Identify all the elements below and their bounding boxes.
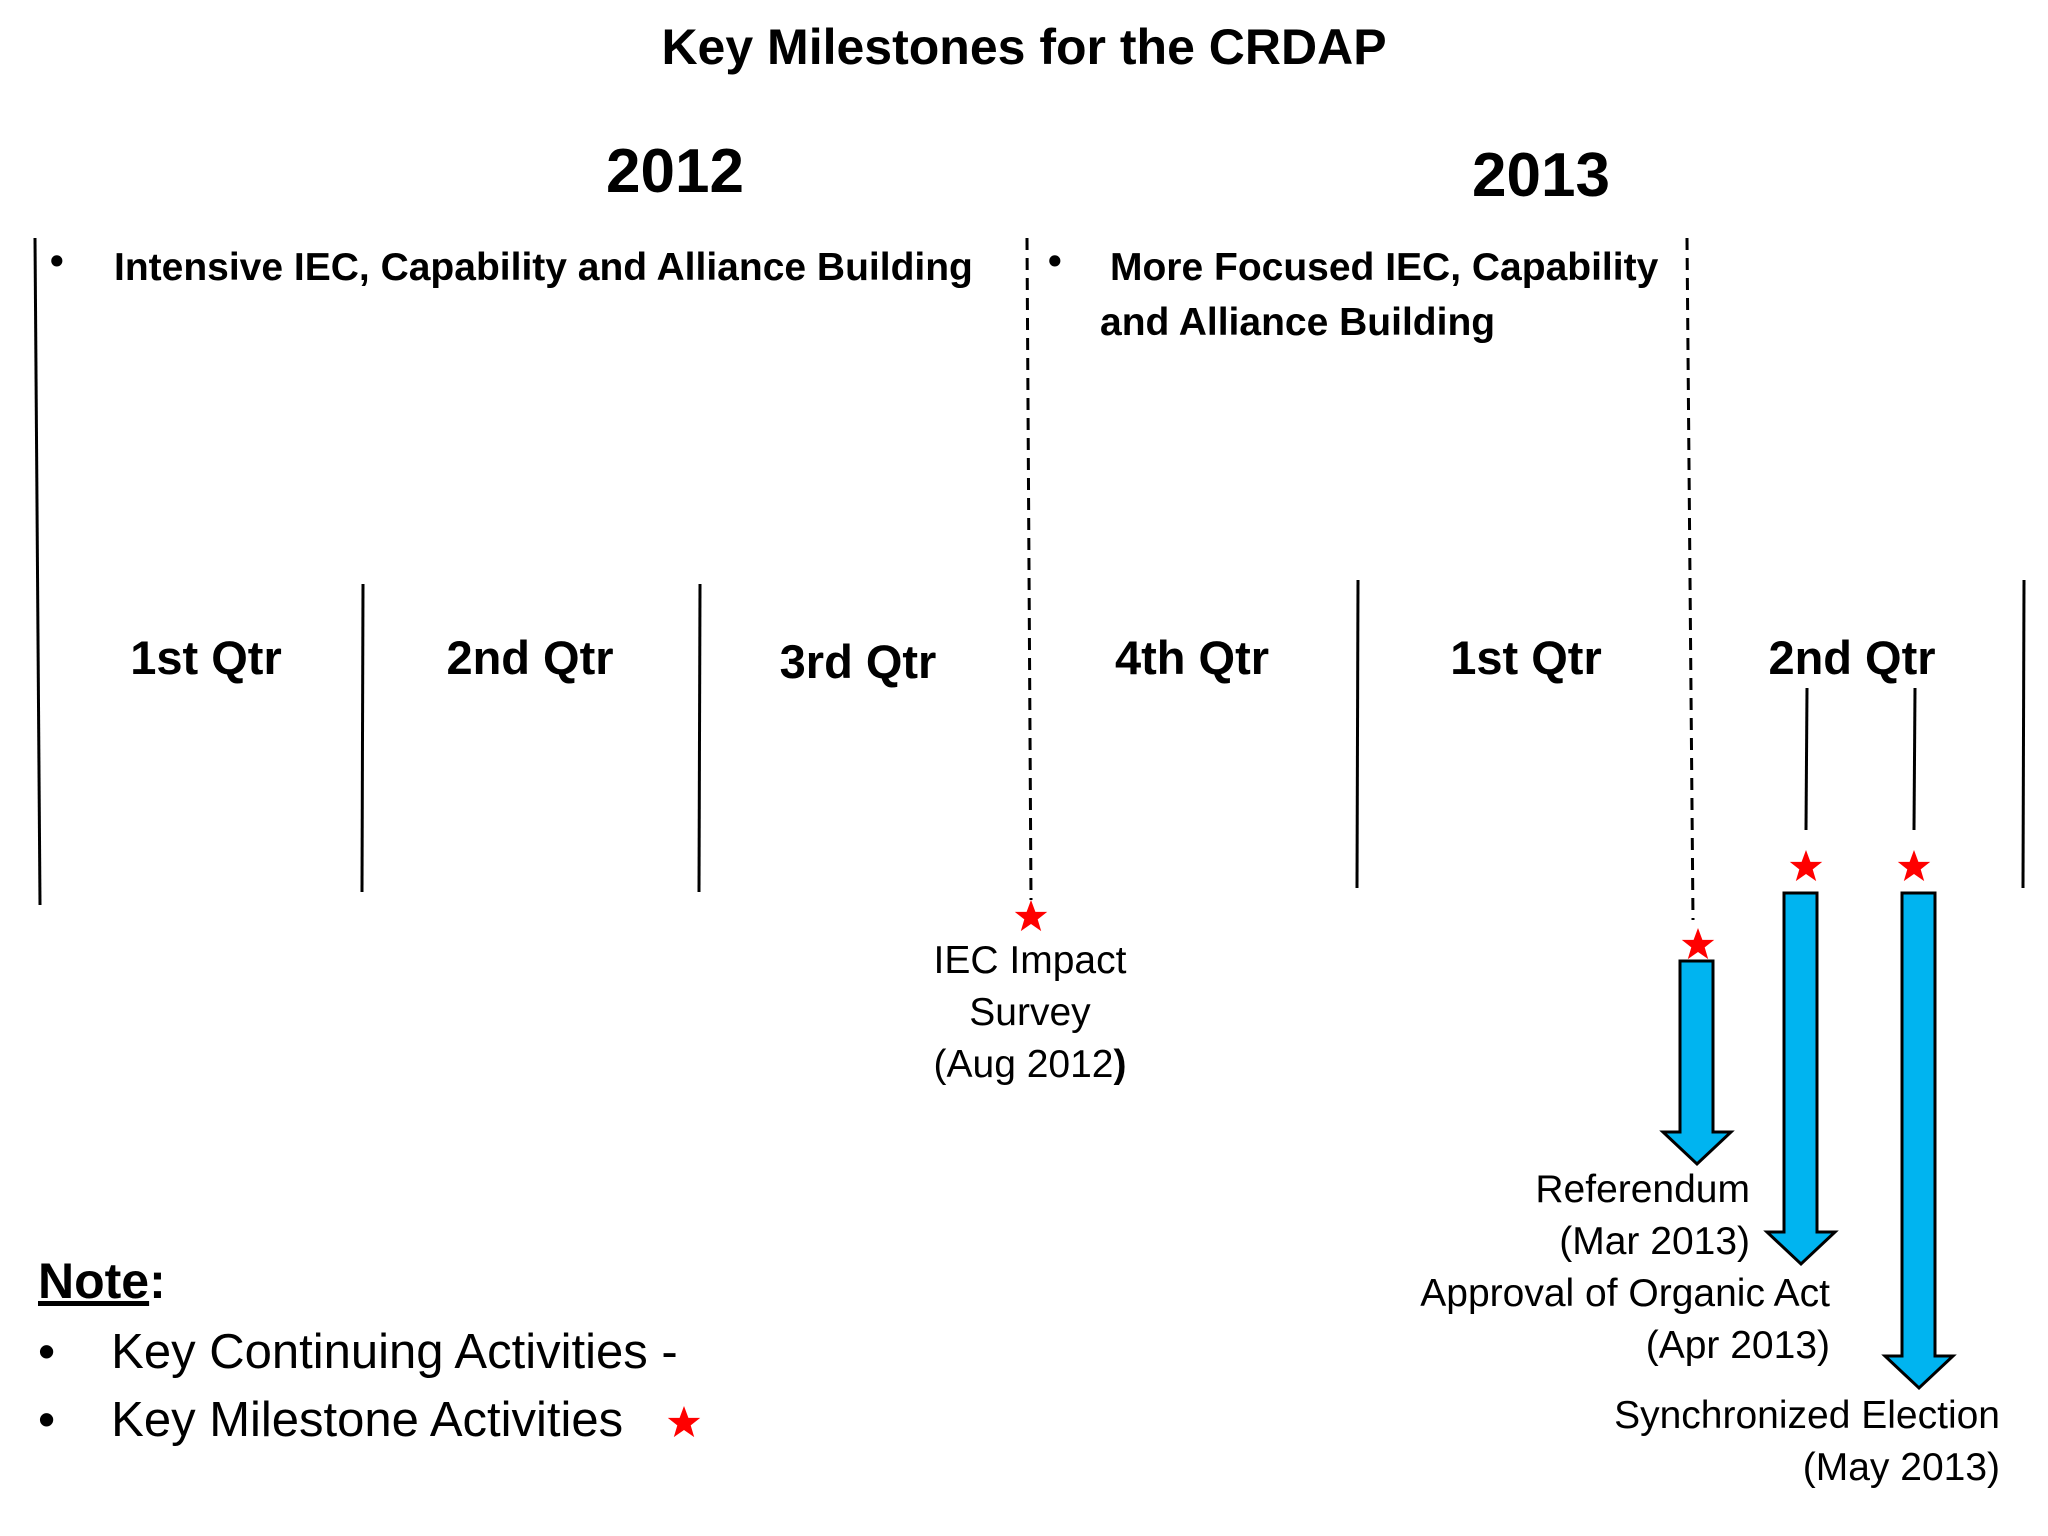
year-2012: 2012 xyxy=(606,137,744,206)
quarter-label: 2nd Qtr xyxy=(446,631,614,684)
referendum-arrow xyxy=(1659,959,1735,1167)
dashed-divider xyxy=(1025,237,1033,901)
phase-2012-text: Intensive IEC, Capability and Alliance B… xyxy=(114,246,973,289)
milestone-tick xyxy=(1912,687,1917,831)
milestone-tick xyxy=(1804,687,1809,831)
milestone-star-icon xyxy=(1014,900,1048,932)
note-title: Note: xyxy=(38,1253,166,1309)
note-item: • Key Continuing Activities - xyxy=(38,1325,678,1379)
note-item: • Key Milestone Activities xyxy=(38,1393,624,1447)
election-label: Synchronized Election (May 2013) xyxy=(1614,1394,2000,1489)
year-2013: 2013 xyxy=(1472,141,1610,210)
divider-line xyxy=(33,237,42,906)
organic-act-label: Approval of Organic Act (Apr 2013) xyxy=(1420,1272,1830,1367)
election-arrow xyxy=(1881,891,1957,1391)
divider-line xyxy=(697,583,702,893)
milestone-star-icon xyxy=(1681,928,1715,960)
quarter-label: 4th Qtr xyxy=(1114,631,1270,684)
divider-line xyxy=(1355,579,1360,889)
dashed-divider xyxy=(1685,237,1695,921)
phase-bullet: • xyxy=(1048,240,1062,283)
page-title: Key Milestones for the CRDAP xyxy=(661,19,1387,75)
organic-act-arrow xyxy=(1763,891,1839,1267)
divider-line xyxy=(360,583,365,893)
phase-bullet: • xyxy=(50,240,64,283)
iec-survey-label: IEC Impact Survey (Aug 2012) xyxy=(933,939,1127,1086)
divider-line xyxy=(2021,579,2026,889)
quarter-label: 2nd Qtr xyxy=(1768,631,1936,684)
milestone-star-icon xyxy=(1789,850,1823,882)
phase-2013-text: More Focused IEC, Capability and Allianc… xyxy=(1100,246,1659,344)
referendum-label: Referendum (Mar 2013) xyxy=(1535,1168,1750,1263)
legend-star-icon xyxy=(667,1406,701,1438)
quarter-label: 3rd Qtr xyxy=(779,635,937,688)
quarter-label: 1st Qtr xyxy=(130,631,282,684)
milestone-star-icon xyxy=(1897,850,1931,882)
quarter-label: 1st Qtr xyxy=(1450,631,1602,684)
